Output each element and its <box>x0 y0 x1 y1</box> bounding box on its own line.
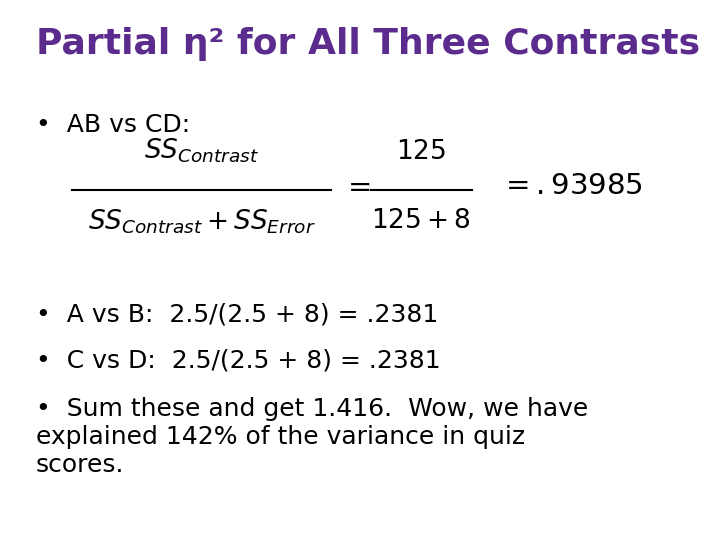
Text: •  Sum these and get 1.416.  Wow, we have
explained 142% of the variance in quiz: • Sum these and get 1.416. Wow, we have … <box>36 397 588 476</box>
Text: $SS_{\mathit{Contrast}}$: $SS_{\mathit{Contrast}}$ <box>144 136 259 165</box>
Text: •  AB vs CD:: • AB vs CD: <box>36 113 190 137</box>
Text: Partial η² for All Three Contrasts: Partial η² for All Three Contrasts <box>36 27 700 61</box>
Text: $=$: $=$ <box>342 172 371 200</box>
Text: •  C vs D:  2.5/(2.5 + 8) = .2381: • C vs D: 2.5/(2.5 + 8) = .2381 <box>36 348 441 372</box>
Text: •  A vs B:  2.5/(2.5 + 8) = .2381: • A vs B: 2.5/(2.5 + 8) = .2381 <box>36 302 438 326</box>
Text: $125$: $125$ <box>396 139 446 165</box>
Text: $SS_{\mathit{Contrast}}+SS_{\mathit{Error}}$: $SS_{\mathit{Contrast}}+SS_{\mathit{Erro… <box>88 208 315 237</box>
Text: $=.93985$: $=.93985$ <box>500 172 643 200</box>
Text: $125+8$: $125+8$ <box>372 208 471 234</box>
